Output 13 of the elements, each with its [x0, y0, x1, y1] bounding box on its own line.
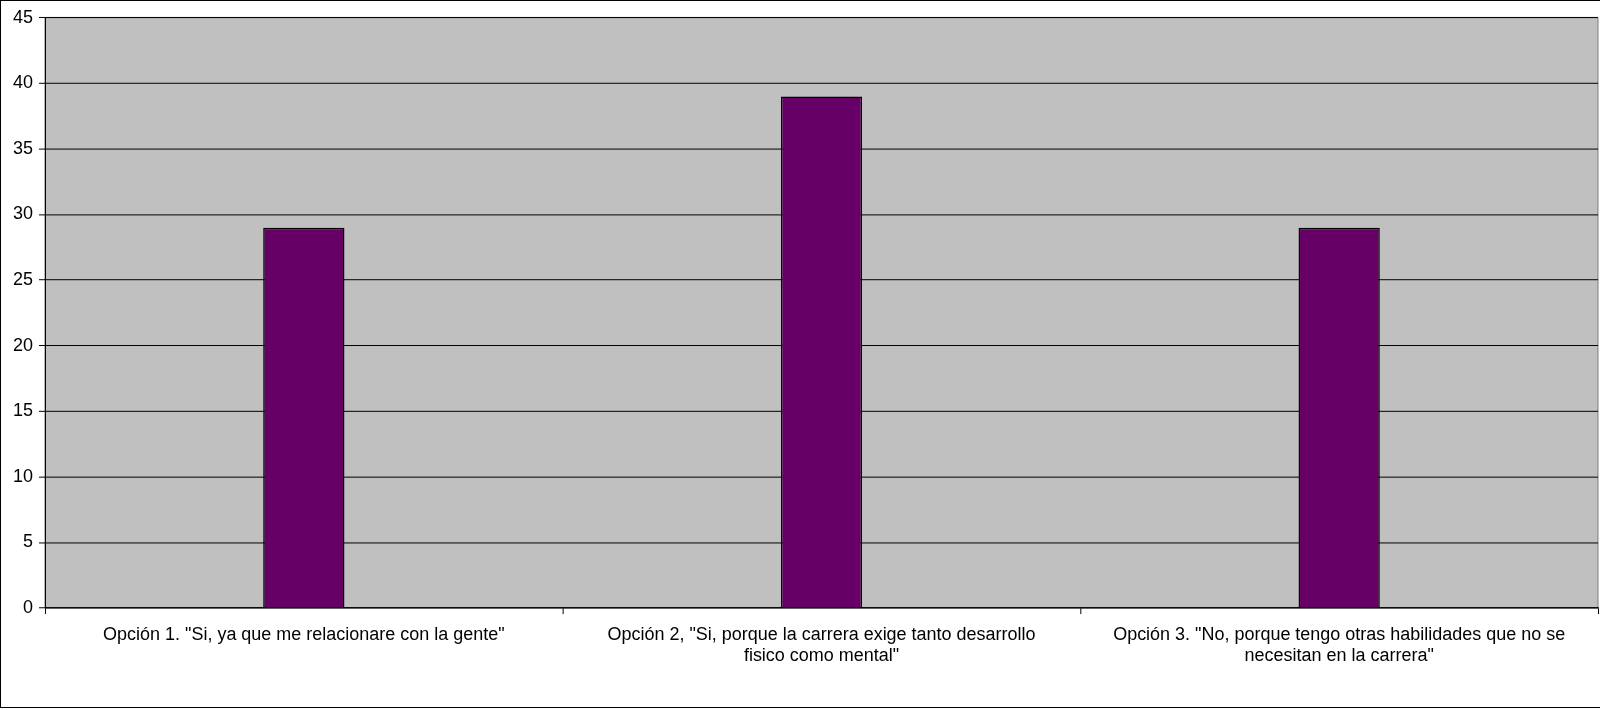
y-tick-label: 45: [13, 6, 33, 27]
y-tick-label: 20: [13, 334, 33, 355]
x-tick-label: Opción 1. "Si, ya que me relacionare con la gente": [103, 623, 505, 644]
y-tick-label: 30: [13, 203, 33, 224]
y-tick-label: 0: [22, 597, 33, 618]
y-tick-label: 25: [13, 269, 33, 290]
x-tick-label: Opción 3. "No, porque tengo otras habilidades que no se necesitan en la carrera": [1113, 623, 1566, 666]
y-tick-label: 35: [13, 137, 33, 158]
x-tick-label: Opción 2, "Si, porque la carrera exige tanto desarrollo fisico como mental": [607, 623, 1036, 666]
y-tick-label: 10: [13, 465, 33, 486]
y-tick-label: 5: [22, 531, 33, 552]
y-tick-label: 15: [13, 400, 33, 421]
y-tick-label: 40: [13, 72, 33, 93]
